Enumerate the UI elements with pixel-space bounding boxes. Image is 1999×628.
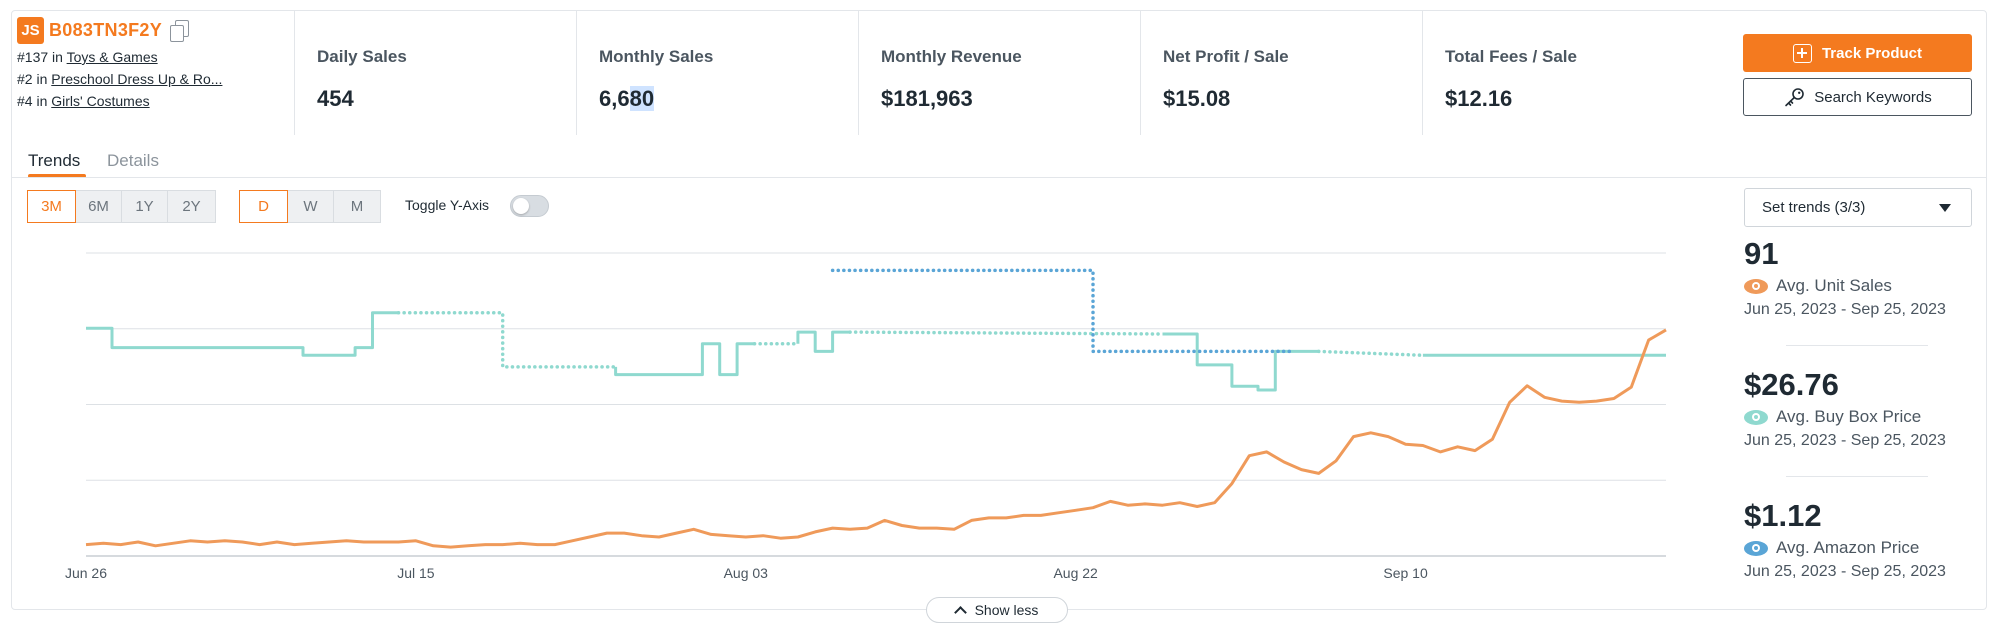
asin: B083TN3F2Y xyxy=(49,20,163,40)
interval-m-button[interactable]: M xyxy=(333,190,381,223)
toggle-y-axis-label: Toggle Y-Axis xyxy=(405,197,490,213)
show-less-button[interactable]: Show less xyxy=(926,597,1068,623)
rank-2: #2 in Preschool Dress Up & Ro... xyxy=(17,71,223,87)
stat-label: Total Fees / Sale xyxy=(1445,47,1577,66)
eye-icon xyxy=(1744,409,1768,425)
eye-icon xyxy=(1744,540,1768,556)
range-1y-button[interactable]: 1Y xyxy=(121,190,168,223)
metric-value: 91 xyxy=(1744,236,1779,271)
stat-value: 6,680 xyxy=(599,86,655,111)
series-buy-box-price-line xyxy=(1162,332,1319,392)
stat-daily-sales: Daily Sales 454 xyxy=(294,10,576,135)
metric-legend-toggle[interactable]: Avg. Buy Box Price xyxy=(1744,407,1984,427)
metric-buy-box-price: $26.76 Avg. Buy Box Price Jun 25, 2023 -… xyxy=(1744,367,1984,450)
stat-monthly-sales: Monthly Sales 6,680 xyxy=(576,10,858,135)
metric-value: $1.12 xyxy=(1744,498,1822,533)
range-6m-button[interactable]: 6M xyxy=(75,190,122,223)
eye-icon xyxy=(1744,278,1768,294)
range-3m-button[interactable]: 3M xyxy=(27,190,76,223)
rank-3: #4 in Girls' Costumes xyxy=(17,93,150,109)
stat-value: $181,963 xyxy=(881,86,973,111)
toggle-y-axis-switch[interactable] xyxy=(510,195,549,217)
tab-trends[interactable]: Trends xyxy=(28,151,81,170)
stat-value: 454 xyxy=(317,86,354,111)
interval-d-button[interactable]: D xyxy=(239,190,288,223)
metric-dates: Jun 25, 2023 - Sep 25, 2023 xyxy=(1744,301,1946,318)
range-2y-button[interactable]: 2Y xyxy=(167,190,216,223)
metric-divider xyxy=(1786,476,1928,477)
metric-divider xyxy=(1786,345,1928,346)
metric-dates: Jun 25, 2023 - Sep 25, 2023 xyxy=(1744,563,1946,580)
metric-unit-sales: 91 Avg. Unit Sales Jun 25, 2023 - Sep 25… xyxy=(1744,236,1984,319)
stat-label: Net Profit / Sale xyxy=(1163,47,1289,66)
chevron-up-icon xyxy=(953,606,967,619)
stat-value: $12.16 xyxy=(1445,86,1513,111)
toggle-knob xyxy=(513,198,529,214)
stat-value: $15.08 xyxy=(1163,86,1231,111)
tab-details[interactable]: Details xyxy=(107,151,159,170)
x-tick-label: Aug 22 xyxy=(1053,565,1098,581)
series-unit-sales-line xyxy=(85,328,1667,549)
series-amazon-price-line xyxy=(830,268,1295,354)
active-tab-indicator xyxy=(28,174,86,178)
stat-monthly-revenue: Monthly Revenue $181,963 xyxy=(858,10,1140,135)
metric-dates: Jun 25, 2023 - Sep 25, 2023 xyxy=(1744,432,1946,449)
key-icon xyxy=(1785,88,1805,107)
series-buy-box-price-line xyxy=(848,330,1165,336)
caret-down-icon xyxy=(1939,204,1951,212)
series-buy-box-price-line xyxy=(614,342,755,377)
interval-w-button[interactable]: W xyxy=(287,190,334,223)
x-tick-label: Jun 26 xyxy=(65,565,107,581)
text-selection: 80 xyxy=(629,86,655,111)
interval-selector: D W M xyxy=(239,190,381,223)
rank-1: #137 in Toys & Games xyxy=(17,49,158,65)
rank-category-link[interactable]: Girls' Costumes xyxy=(51,93,150,109)
x-tick-label: Sep 10 xyxy=(1383,565,1428,581)
x-tick-label: Jul 15 xyxy=(397,565,435,581)
product-info: JS B083TN3F2Y #137 in Toys & Games #2 in … xyxy=(17,17,277,110)
product-panel xyxy=(11,10,1987,610)
series-buy-box-price-line xyxy=(86,311,399,357)
metric-legend-toggle[interactable]: Avg. Unit Sales xyxy=(1744,276,1984,296)
rank-category-link[interactable]: Toys & Games xyxy=(66,49,158,65)
search-keywords-button[interactable]: Search Keywords xyxy=(1743,78,1972,116)
jungle-scout-logo: JS xyxy=(17,17,44,44)
stat-label: Monthly Revenue xyxy=(881,47,1022,66)
copy-icon[interactable] xyxy=(170,19,190,42)
track-product-button[interactable]: Track Product xyxy=(1743,34,1972,72)
series-buy-box-price-line xyxy=(796,330,850,353)
stat-net-profit: Net Profit / Sale $15.08 xyxy=(1140,10,1422,135)
series-buy-box-price-line xyxy=(1316,349,1425,358)
stat-label: Monthly Sales xyxy=(599,47,714,66)
metric-amazon-price: $1.12 Avg. Amazon Price Jun 25, 2023 - S… xyxy=(1744,498,1984,581)
plus-square-icon xyxy=(1792,43,1812,63)
set-trends-dropdown[interactable]: Set trends (3/3) xyxy=(1744,188,1972,227)
stat-total-fees: Total Fees / Sale $12.16 xyxy=(1422,10,1704,135)
metric-legend-toggle[interactable]: Avg. Amazon Price xyxy=(1744,538,1984,558)
tab-divider xyxy=(12,177,1986,178)
x-tick-label: Aug 03 xyxy=(724,565,769,581)
metric-value: $26.76 xyxy=(1744,367,1839,402)
range-selector: 3M 6M 1Y 2Y xyxy=(27,190,216,223)
series-buy-box-price-line xyxy=(396,311,618,369)
stat-label: Daily Sales xyxy=(317,47,407,66)
rank-category-link[interactable]: Preschool Dress Up & Ro... xyxy=(51,71,223,87)
